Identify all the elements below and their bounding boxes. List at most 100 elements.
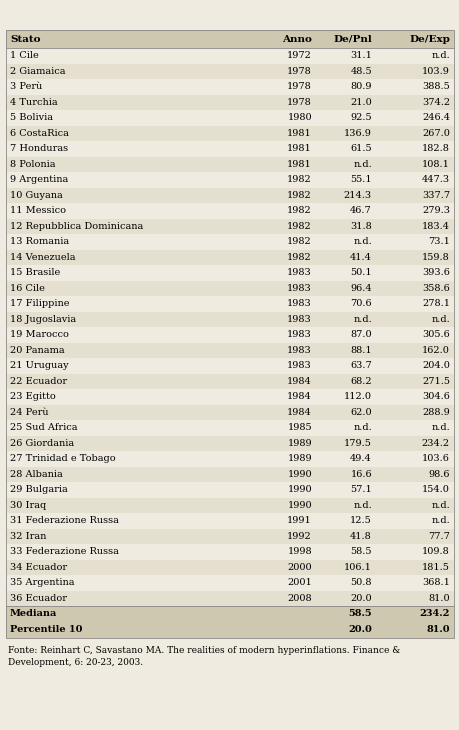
Text: 1983: 1983: [286, 299, 311, 308]
Text: 234.2: 234.2: [421, 439, 449, 447]
Bar: [6, 30, 453, 48]
Text: 181.5: 181.5: [421, 563, 449, 572]
Bar: [6, 436, 453, 451]
Text: 388.5: 388.5: [421, 82, 449, 91]
Text: 28 Albania: 28 Albania: [10, 469, 62, 479]
Text: 57.1: 57.1: [349, 485, 371, 494]
Text: 50.1: 50.1: [350, 268, 371, 277]
Bar: [6, 203, 453, 218]
Bar: [6, 529, 453, 544]
Bar: [6, 327, 453, 342]
Text: 106.1: 106.1: [343, 563, 371, 572]
Bar: [6, 312, 453, 327]
Text: 31 Federazione Russa: 31 Federazione Russa: [10, 516, 118, 526]
Bar: [6, 64, 453, 79]
Text: 1984: 1984: [286, 408, 311, 417]
Text: 1989: 1989: [287, 454, 311, 464]
Text: 1 Cile: 1 Cile: [10, 51, 39, 61]
Bar: [6, 591, 453, 606]
Bar: [6, 172, 453, 188]
Text: 36 Ecuador: 36 Ecuador: [10, 593, 67, 603]
Text: 246.4: 246.4: [421, 113, 449, 122]
Text: 109.8: 109.8: [421, 548, 449, 556]
Text: 32 Iran: 32 Iran: [10, 531, 46, 541]
Bar: [6, 188, 453, 203]
Text: 108.1: 108.1: [421, 160, 449, 169]
Text: 1990: 1990: [287, 501, 311, 510]
Text: 73.1: 73.1: [427, 237, 449, 246]
Text: 20 Panama: 20 Panama: [10, 346, 64, 355]
Text: 214.3: 214.3: [343, 191, 371, 200]
Text: Mediana: Mediana: [10, 610, 57, 618]
Text: 62.0: 62.0: [350, 408, 371, 417]
Text: 31.1: 31.1: [349, 51, 371, 61]
Bar: [6, 141, 453, 156]
Text: 34 Ecuador: 34 Ecuador: [10, 563, 67, 572]
Bar: [6, 94, 453, 110]
Bar: [6, 156, 453, 172]
Text: 35 Argentina: 35 Argentina: [10, 578, 74, 587]
Text: 87.0: 87.0: [350, 330, 371, 339]
Text: 154.0: 154.0: [421, 485, 449, 494]
Text: 1990: 1990: [287, 469, 311, 479]
Text: 11 Messico: 11 Messico: [10, 207, 66, 215]
Text: 112.0: 112.0: [343, 392, 371, 402]
Text: 68.2: 68.2: [350, 377, 371, 385]
Bar: [6, 575, 453, 591]
Bar: [6, 265, 453, 280]
Text: 1982: 1982: [286, 191, 311, 200]
Text: 305.6: 305.6: [421, 330, 449, 339]
Text: 159.8: 159.8: [421, 253, 449, 262]
Text: 4 Turchia: 4 Turchia: [10, 98, 57, 107]
Bar: [6, 606, 453, 622]
Text: 46.7: 46.7: [349, 207, 371, 215]
Text: 98.6: 98.6: [428, 469, 449, 479]
Text: n.d.: n.d.: [353, 501, 371, 510]
Bar: [6, 466, 453, 482]
Text: 162.0: 162.0: [421, 346, 449, 355]
Text: n.d.: n.d.: [353, 237, 371, 246]
Text: 58.5: 58.5: [347, 610, 371, 618]
Text: n.d.: n.d.: [353, 315, 371, 323]
Text: 96.4: 96.4: [350, 284, 371, 293]
Text: 1978: 1978: [286, 66, 311, 76]
Text: 1981: 1981: [286, 128, 311, 138]
Text: 1982: 1982: [286, 253, 311, 262]
Text: 1982: 1982: [286, 175, 311, 184]
Bar: [6, 498, 453, 513]
Text: 20.0: 20.0: [350, 593, 371, 603]
Text: 1982: 1982: [286, 207, 311, 215]
Text: 41.8: 41.8: [349, 531, 371, 541]
Text: 77.7: 77.7: [427, 531, 449, 541]
Text: 6 CostaRica: 6 CostaRica: [10, 128, 69, 138]
Bar: [6, 622, 453, 638]
Text: 9 Argentina: 9 Argentina: [10, 175, 68, 184]
Text: 2000: 2000: [287, 563, 311, 572]
Text: 22 Ecuador: 22 Ecuador: [10, 377, 67, 385]
Text: 136.9: 136.9: [343, 128, 371, 138]
Text: 1978: 1978: [286, 98, 311, 107]
Text: 41.4: 41.4: [349, 253, 371, 262]
Bar: [6, 79, 453, 94]
Text: 1982: 1982: [286, 237, 311, 246]
Bar: [6, 404, 453, 420]
Text: 81.0: 81.0: [427, 593, 449, 603]
Text: 234.2: 234.2: [419, 610, 449, 618]
Text: 1982: 1982: [286, 222, 311, 231]
Text: 1983: 1983: [286, 330, 311, 339]
Bar: [6, 374, 453, 389]
Text: 368.1: 368.1: [421, 578, 449, 587]
Bar: [6, 420, 453, 436]
Text: 103.6: 103.6: [421, 454, 449, 464]
Text: 1983: 1983: [286, 346, 311, 355]
Text: 21 Uruguay: 21 Uruguay: [10, 361, 68, 370]
Text: 30 Iraq: 30 Iraq: [10, 501, 46, 510]
Bar: [6, 126, 453, 141]
Bar: [6, 30, 453, 638]
Bar: [6, 234, 453, 250]
Text: n.d.: n.d.: [353, 160, 371, 169]
Bar: [6, 544, 453, 559]
Text: 103.9: 103.9: [421, 66, 449, 76]
Text: 204.0: 204.0: [421, 361, 449, 370]
Bar: [6, 110, 453, 126]
